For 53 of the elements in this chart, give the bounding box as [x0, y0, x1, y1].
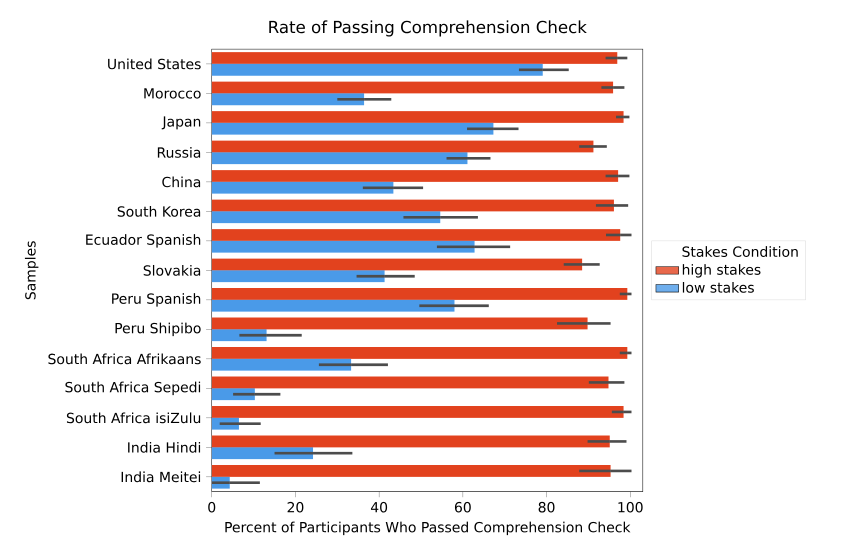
bar — [212, 240, 475, 253]
y-tick-label: China — [162, 176, 200, 188]
x-tick-label: 0 — [208, 502, 216, 513]
bar — [212, 270, 385, 282]
x-tick-label: 40 — [370, 502, 388, 513]
x-tick-label: 80 — [538, 502, 554, 513]
y-tick-label: South Africa Afrikaans — [48, 354, 201, 364]
bar — [212, 288, 628, 300]
bar — [212, 140, 594, 153]
y-tick-label: United States — [108, 58, 201, 70]
bar — [212, 52, 618, 64]
bar — [212, 170, 618, 182]
x-tick-label: 100 — [618, 502, 643, 513]
x-axis-title: Percent of Participants Who Passed Comprehension Check — [225, 522, 630, 536]
y-tick-label: India Meitei — [122, 472, 200, 482]
bar — [212, 347, 628, 359]
bar — [212, 182, 394, 194]
y-tick-label: Ecuador Spanish — [86, 234, 200, 248]
bar — [212, 94, 364, 106]
bar — [212, 152, 468, 164]
y-tick-label: Russia — [158, 147, 200, 158]
x-tick-label: 60 — [454, 502, 471, 513]
bar — [212, 447, 314, 460]
bar — [212, 111, 624, 124]
bar — [212, 64, 543, 76]
bar — [212, 229, 620, 241]
bar — [212, 358, 352, 371]
bar — [212, 200, 614, 212]
legend-label: low stakes — [682, 282, 754, 293]
y-tick-label: Morocco — [144, 88, 201, 99]
bar — [212, 465, 611, 477]
y-tick-label: Japan — [162, 116, 200, 130]
y-tick-label: Slovakia — [144, 265, 200, 276]
bar — [212, 318, 588, 330]
x-tick-label: 20 — [288, 502, 304, 513]
bar — [212, 211, 440, 224]
legend-label: high stakes — [682, 264, 760, 278]
y-tick-label: South Africa isiZulu — [66, 412, 200, 424]
bar — [212, 436, 610, 448]
bar — [212, 376, 608, 388]
y-tick-label: India Hindi — [128, 442, 200, 453]
y-tick-label: South Africa Sepedi — [65, 382, 200, 396]
bar — [212, 258, 582, 270]
y-tick-label: Peru Spanish — [112, 293, 200, 307]
chart-title: Rate of Passing Comprehension Check — [269, 20, 587, 37]
bar — [212, 300, 454, 312]
y-tick-label: Peru Shipibo — [116, 322, 201, 336]
bar — [212, 406, 624, 418]
bar — [212, 123, 494, 135]
bar — [212, 82, 614, 94]
y-tick-label: South Korea — [118, 206, 200, 217]
legend-title: Stakes Condition — [682, 246, 798, 258]
y-axis-title: Samples — [24, 241, 38, 300]
